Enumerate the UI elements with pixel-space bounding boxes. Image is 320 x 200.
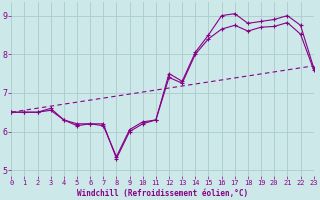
X-axis label: Windchill (Refroidissement éolien,°C): Windchill (Refroidissement éolien,°C) xyxy=(77,189,248,198)
